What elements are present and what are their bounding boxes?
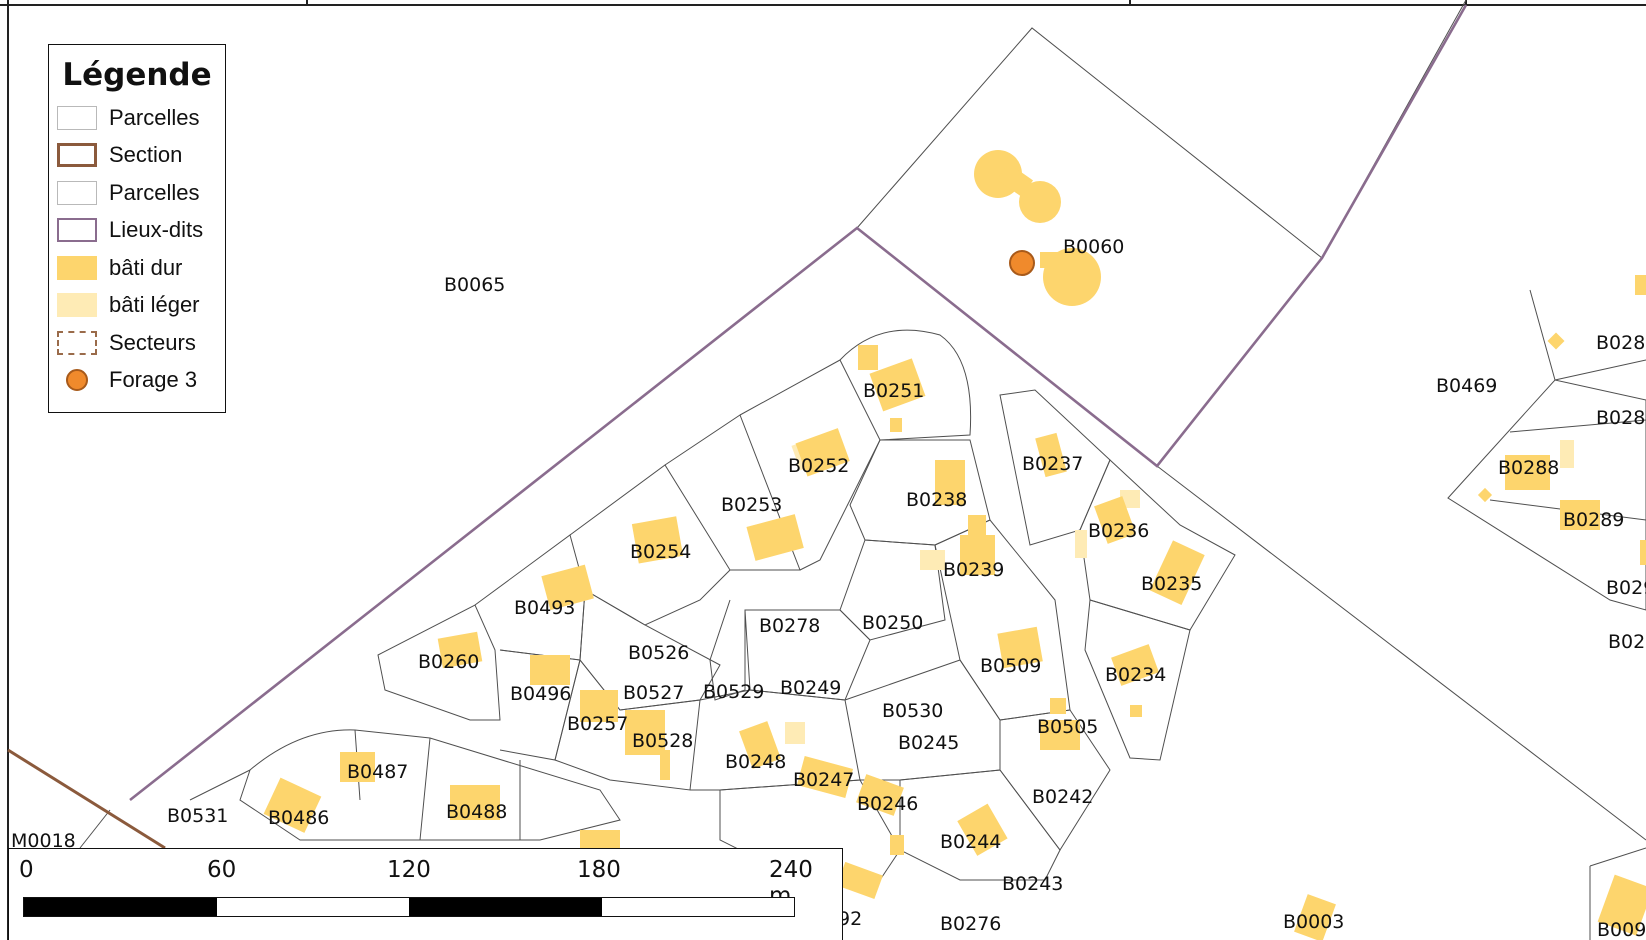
scale-bar: 0 60 120 180 240 m: [8, 848, 843, 940]
parcel-label: B0250: [862, 612, 923, 634]
parcel-label: B0288: [1498, 457, 1559, 479]
parcel-label: B0234: [1105, 664, 1166, 686]
parcel-label: B0488: [446, 801, 507, 823]
parcel-label: B0243: [1002, 873, 1063, 895]
legend-item: Secteurs: [49, 324, 225, 362]
parcel-label: B009: [1597, 919, 1646, 940]
borehole-dot: [66, 369, 88, 392]
building-light-symbol: [57, 293, 97, 318]
parcel-label: B0469: [1436, 375, 1497, 397]
legend-item-label: Parcelles: [109, 179, 200, 205]
parcel-label: B0278: [759, 615, 820, 637]
sector-symbol: [57, 330, 97, 355]
scale-tick-180: 180: [577, 857, 621, 883]
parcel-label: B0065: [444, 274, 505, 296]
parcel-label: B0531: [167, 805, 228, 827]
legend-item: bâti dur: [49, 249, 225, 287]
lieu-dit-boundary: [129, 4, 1468, 802]
parcel-label: B0239: [943, 559, 1004, 581]
lieu-dit-symbol: [57, 218, 97, 243]
legend-item: Parcelles: [49, 99, 225, 137]
parcel-label: B0289: [1563, 509, 1624, 531]
legend-item: Lieux-dits: [49, 212, 225, 250]
parcel-label: B0528: [632, 730, 693, 752]
parcel-label: B0244: [940, 831, 1001, 853]
parcel-label: B0493: [514, 597, 575, 619]
parcel-label: B0249: [780, 677, 841, 699]
scale-segment: [24, 898, 217, 916]
parcel-label: B0003: [1283, 911, 1344, 933]
legend-item-label: Lieux-dits: [109, 217, 204, 243]
parcel-label: 92: [838, 908, 862, 930]
scale-segment: [216, 898, 409, 916]
legend-item: bâti léger: [49, 287, 225, 325]
parcel-labels: B0065 B0060 B0469 B0287 B0280 B0288 B0289 B029 B…: [11, 236, 1646, 940]
legend-title: Légende: [62, 57, 212, 93]
parcel-label: B0526: [628, 642, 689, 664]
borehole-symbol: [57, 368, 97, 392]
parcel-symbol: [57, 180, 97, 205]
borehole-marker: [1009, 250, 1035, 276]
parcel-label: B0486: [268, 807, 329, 829]
legend-items: Parcelles Section Parcelles Lieux-dits bâti …: [49, 99, 225, 399]
section-boundary: [7, 748, 166, 850]
scale-tick-60: 60: [207, 857, 237, 883]
parcel-label: B0287: [1596, 332, 1646, 354]
parcel-label: B0487: [347, 761, 408, 783]
legend-item-label: bâti dur: [109, 254, 183, 280]
legend-item: Section: [49, 137, 225, 175]
parcel-label: B0236: [1088, 520, 1149, 542]
parcel-label: B029: [1606, 577, 1646, 599]
building-hard-symbol: [57, 255, 97, 280]
parcel-label: M0018: [11, 830, 76, 852]
parcel-label: B0509: [980, 655, 1041, 677]
parcel-label: B0529: [703, 681, 764, 703]
parcel-label: B0260: [418, 651, 479, 673]
scale-segment: [409, 898, 602, 916]
buildings-hard: [263, 150, 1646, 940]
parcel-label: B0242: [1032, 786, 1093, 808]
parcel-label: B0248: [725, 751, 786, 773]
parcel-label: B0235: [1141, 573, 1202, 595]
parcel-label: B0257: [567, 713, 628, 735]
legend-item-label: Parcelles: [109, 104, 200, 130]
parcel-label: B0496: [510, 683, 571, 705]
parcel-label: B0237: [1022, 453, 1083, 475]
parcel-label: B0246: [857, 793, 918, 815]
scale-tick-120: 120: [387, 857, 431, 883]
legend-item-label: Forage 3: [109, 367, 198, 393]
parcel-label: B0245: [898, 732, 959, 754]
parcel-label: B0505: [1037, 716, 1098, 738]
parcel-label: B0530: [882, 700, 943, 722]
parcel-label: B0253: [721, 494, 782, 516]
legend-item-label: Section: [109, 142, 183, 168]
parcel-symbol: [57, 105, 97, 130]
legend-item: Forage 3: [49, 362, 225, 400]
parcel-label: B0254: [630, 541, 691, 563]
parcel-label: B0251: [863, 380, 924, 402]
parcel-label: B0238: [906, 489, 967, 511]
scale-tick-0: 0: [19, 857, 34, 883]
legend-item-label: bâti léger: [109, 292, 200, 318]
parcel-label: B0060: [1063, 236, 1124, 258]
parcel-label: B0276: [940, 913, 1001, 935]
scale-bar-graphic: [23, 897, 795, 917]
parcel-label: B0527: [623, 682, 684, 704]
parcel-label: B0247: [793, 769, 854, 791]
scale-segment: [601, 898, 794, 916]
parcel-label: B029: [1608, 631, 1646, 653]
legend-item: Parcelles: [49, 174, 225, 212]
parcel-label: B0252: [788, 455, 849, 477]
legend: Légende Parcelles Section Parcelles Lieux-d…: [48, 44, 226, 413]
parcel-label: B0280: [1596, 407, 1646, 429]
legend-item-label: Secteurs: [109, 329, 196, 355]
section-symbol: [57, 143, 97, 168]
